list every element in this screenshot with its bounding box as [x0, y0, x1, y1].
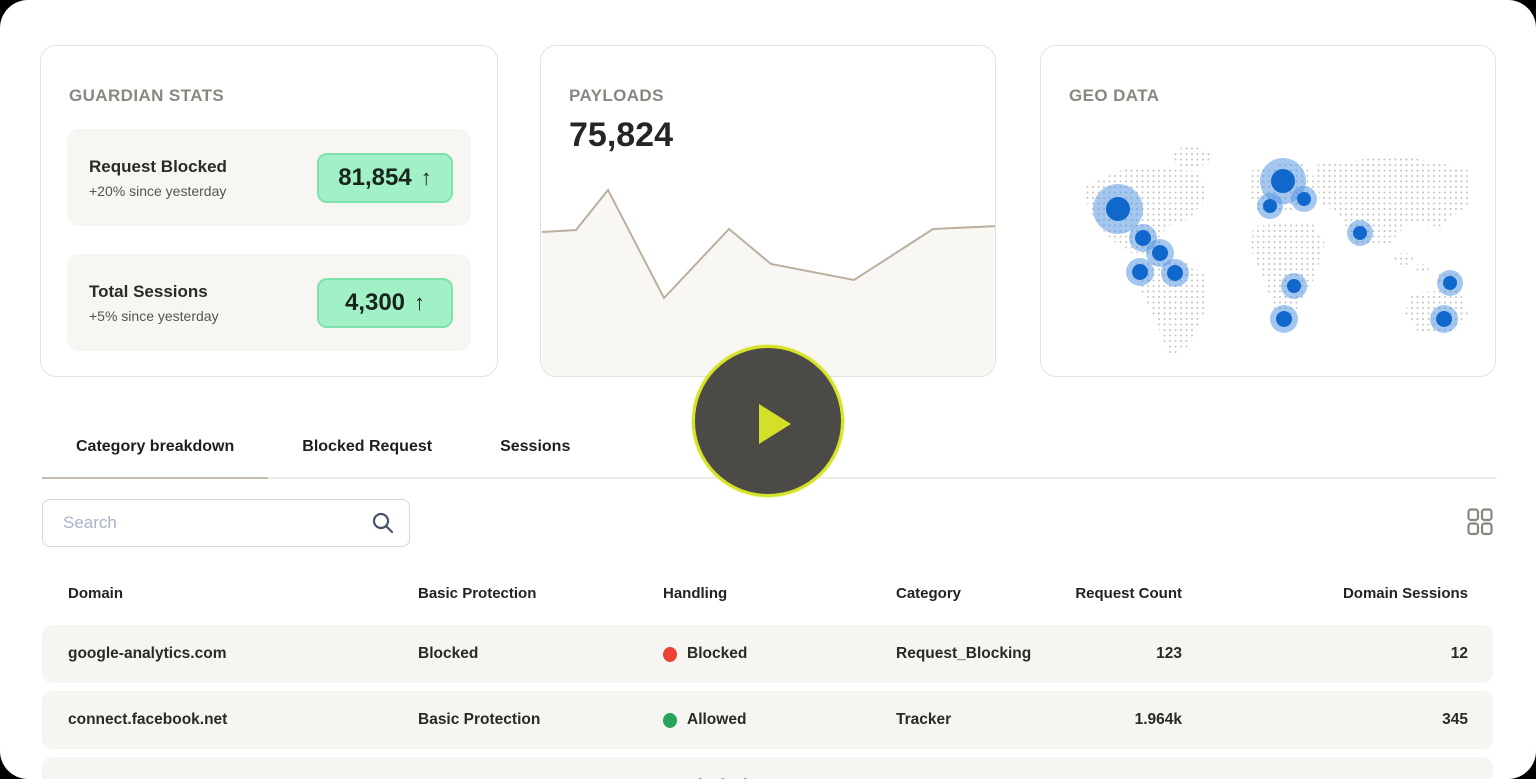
search-box: [42, 499, 410, 547]
stat-label: Total Sessions: [89, 281, 208, 301]
payloads-value: 75,824: [569, 116, 673, 154]
geo-marker: [1271, 169, 1295, 193]
world-map: [1069, 141, 1481, 361]
geo-marker: [1106, 197, 1130, 221]
handling-label: Blocked: [687, 645, 748, 662]
domain-sessions-cell: 12: [1450, 645, 1468, 662]
stat-subtext: +5% since yesterday: [89, 307, 219, 324]
table-row[interactable]: connect.facebook.net Basic Protection Al…: [42, 691, 1493, 749]
status-dot: [663, 712, 677, 728]
tab-blocked-request[interactable]: Blocked Request: [302, 438, 433, 455]
column-header-basic-protection: Basic Protection: [418, 584, 537, 602]
column-header-domain: Domain: [68, 584, 124, 602]
payloads-title: PAYLOADS: [569, 86, 664, 106]
request-count-cell: 1.964k: [1134, 711, 1182, 728]
column-header-request-count: Request Count: [1075, 584, 1182, 602]
search-input[interactable]: [61, 512, 371, 534]
geo-marker: [1276, 311, 1292, 327]
up-arrow-icon: ↑: [414, 289, 426, 315]
total-sessions-stat: Total Sessions +5% since yesterday 4,300…: [67, 254, 471, 351]
stat-value: 81,854: [338, 163, 412, 191]
payloads-sparkline-chart: [541, 188, 995, 376]
payloads-sparkline-area: [542, 190, 995, 376]
basic-protection-cell: Basic Protection: [418, 711, 541, 728]
geo-marker: [1297, 192, 1311, 206]
up-arrow-icon: ↑: [420, 164, 432, 190]
basic-protection-cell: Blocked: [418, 645, 479, 662]
stat-value: 4,300: [344, 288, 406, 316]
handling-cell: Allowed: [663, 711, 896, 729]
geo-marker: [1287, 279, 1301, 293]
handling-cell: Blocked: [663, 645, 896, 663]
play-icon: [759, 404, 791, 444]
geo-marker: [1167, 265, 1183, 281]
search-icon[interactable]: [371, 511, 395, 535]
geo-markers-layer: [1069, 141, 1481, 361]
request-count-cell: 123: [1156, 645, 1182, 662]
stat-value-badge: 4,300 ↑: [317, 277, 453, 328]
geo-marker: [1436, 311, 1452, 327]
table-row[interactable]: Blocked: [42, 757, 1493, 779]
table-row[interactable]: google-analytics.com Blocked Blocked Req…: [42, 625, 1493, 683]
category-cell: Request_Blocking: [896, 645, 1032, 662]
guardian-stats-card: GUARDIAN STATS Request Blocked +20% sinc…: [40, 45, 498, 377]
geo-marker: [1152, 245, 1168, 261]
handling-label: Allowed: [687, 711, 747, 728]
geo-data-card: GEO DATA: [1040, 45, 1496, 377]
stat-text: Total Sessions +5% since yesterday: [89, 282, 219, 324]
stat-text: Request Blocked +20% since yesterday: [89, 157, 227, 199]
domain-sessions-cell: 345: [1442, 711, 1468, 728]
category-cell: Tracker: [896, 711, 952, 728]
tab-sessions[interactable]: Sessions: [500, 438, 571, 455]
table-header: Domain Basic Protection Handling Categor…: [42, 577, 1493, 609]
geo-marker: [1443, 276, 1457, 290]
handling-label: Blocked: [687, 777, 747, 779]
stat-subtext: +20% since yesterday: [89, 182, 227, 199]
geo-marker: [1353, 226, 1367, 240]
grid-icon: [1467, 508, 1493, 536]
column-header-category: Category: [896, 584, 962, 602]
stat-label: Request Blocked: [89, 156, 227, 176]
domain-cell: google-analytics.com: [68, 645, 227, 662]
geo-marker: [1263, 199, 1277, 213]
grid-view-toggle[interactable]: [1466, 508, 1494, 538]
payloads-card: PAYLOADS 75,824: [540, 45, 996, 377]
tab-category-breakdown[interactable]: Category breakdown: [42, 432, 269, 479]
geo-data-title: GEO DATA: [1069, 86, 1160, 106]
geo-marker: [1132, 264, 1148, 280]
play-button[interactable]: [692, 345, 844, 497]
payloads-sparkline-line: [541, 188, 995, 300]
guardian-stats-title: GUARDIAN STATS: [69, 86, 225, 106]
domain-cell: connect.facebook.net: [68, 711, 228, 728]
column-header-handling: Handling: [663, 584, 728, 602]
geo-marker: [1135, 230, 1151, 246]
status-dot: [663, 646, 677, 662]
column-header-domain-sessions: Domain Sessions: [1342, 584, 1468, 602]
stat-value-badge: 81,854 ↑: [317, 152, 453, 203]
request-blocked-stat: Request Blocked +20% since yesterday 81,…: [67, 129, 471, 226]
